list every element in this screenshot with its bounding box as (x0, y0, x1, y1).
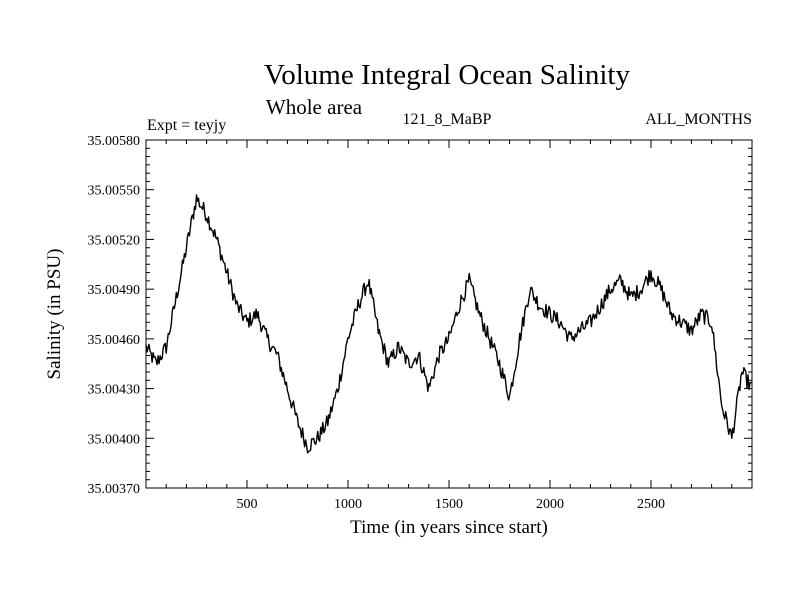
y-axis-label: Salinity (in PSU) (44, 249, 65, 380)
y-axis: 35.00370 35.00400 35.00430 35.00460 35.00490… (88, 134, 752, 497)
y-tick-label: 35.00460 (88, 333, 141, 348)
run-label: 121_8_MaBP (403, 111, 492, 128)
months-label: ALL_MONTHS (645, 111, 752, 128)
x-axis: 500 1000 1500 2000 2500 (165, 140, 733, 512)
x-tick-label: 1000 (334, 497, 362, 512)
x-axis-label: Time (in years since start) (350, 517, 548, 538)
y-tick-label: 35.00430 (88, 383, 141, 398)
chart-title: Volume Integral Ocean Salinity (264, 59, 630, 91)
x-tick-label: 2000 (536, 497, 564, 512)
x-tick-label: 500 (237, 497, 258, 512)
experiment-label: Expt = teyjy (147, 117, 226, 134)
salinity-series-line (145, 194, 753, 454)
y-tick-label: 35.00550 (88, 184, 141, 199)
plot-frame (145, 139, 753, 489)
x-tick-label: 2500 (637, 497, 665, 512)
y-tick-label: 35.00520 (88, 233, 141, 248)
y-tick-label: 35.00490 (88, 283, 141, 298)
x-tick-label: 1500 (435, 497, 463, 512)
y-tick-label: 35.00580 (88, 134, 141, 149)
y-tick-label: 35.00400 (88, 432, 141, 447)
chart-subtitle: Whole area (266, 95, 363, 119)
y-tick-label: 35.00370 (88, 482, 141, 497)
